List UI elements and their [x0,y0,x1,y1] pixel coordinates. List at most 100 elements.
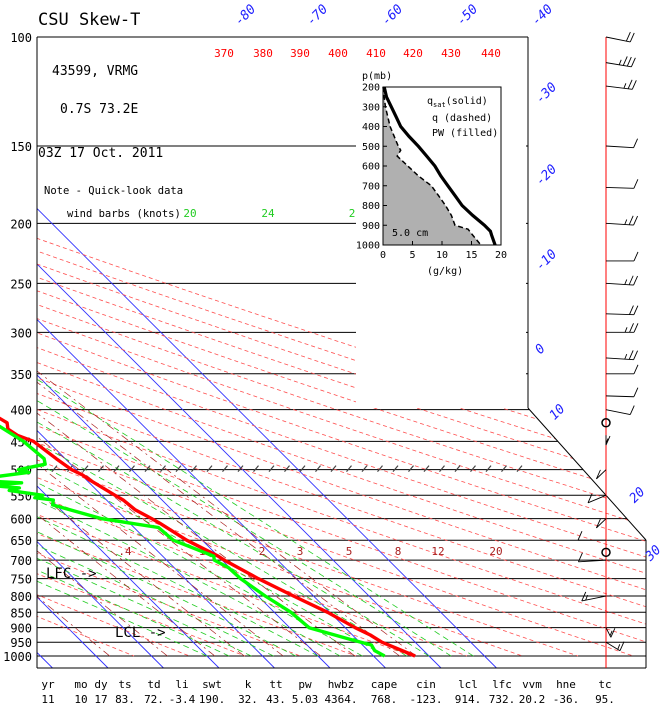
dry-adiabat-450 [37,37,646,657]
wind-barb-column [577,31,639,668]
dry-adiabat-390 [37,37,646,657]
hatch-mark [516,465,523,473]
inset-ytick-label: 900 [362,221,380,232]
isotherm-label: 20 [627,485,649,507]
index-value-td: 72. [144,693,164,706]
isotherm-label: -20 [533,162,560,189]
wind-barb-flag [633,179,639,189]
wind-barb-shaft [605,36,631,43]
index-value-tc: 95. [595,693,615,706]
hatch-mark [222,465,228,473]
index-value-ts: 83. [115,693,135,706]
wind-barb [605,138,638,149]
inset-ytick-label: 800 [362,201,380,212]
wind-barb-flag [633,387,639,397]
index-value-cape: 768. [371,693,398,706]
wind-barb-flag [629,32,635,43]
isotherm-label: -80 [232,2,259,29]
inset-ytick-label: 400 [362,122,380,133]
index-value-swt: 190. [199,693,226,706]
theta-e-label: 380 [253,47,273,60]
index-header-tc: tc [598,678,611,691]
wind-barb-flag [626,56,632,67]
index-value-vvm: 20.2 [519,693,546,706]
hatch-mark [237,465,244,473]
wind-barb-flag [629,405,635,415]
index-header-pw: pw [298,678,312,691]
wind-barb [605,405,635,416]
pressure-label-250: 250 [10,277,32,291]
wind-barb-flag [627,79,633,90]
wind-barb-flag [596,469,601,480]
wind-barb-shaft [605,222,634,226]
wind-barb [605,627,616,638]
isotherm-ext--10 [206,655,220,668]
wind-barb-half-flag [585,594,589,601]
index-header-swt: swt [202,678,222,691]
wind-barb-flag [622,56,628,66]
hatch-mark [315,465,321,473]
isotherm-label: 30 [642,543,665,566]
index-value-k: 32. [238,693,258,706]
mixing-ratio-line-24 [37,223,417,657]
inset-pw-fill [383,87,481,245]
index-header-mo: mo [74,678,87,691]
wind-barb-shaft [578,559,607,563]
mixing-ratio-line-12 [37,223,356,657]
mixing-ratio-line-2 [37,223,216,657]
index-header-li: li [175,678,188,691]
hatch-mark [160,465,166,473]
index-value-yr: 11 [41,693,54,706]
wind-barb-shaft [605,282,634,286]
wind-barb-flag [630,57,636,67]
mixing-ratio-line-1 [37,223,168,657]
pressure-label-950: 950 [10,636,32,650]
calm-wind-circle [601,418,611,428]
index-header-cin: cin [416,678,436,691]
theta-e-label: 440 [481,47,501,60]
wind-barb-flag [633,350,638,360]
note-line-2: wind barbs (knots) [67,208,181,220]
wind-barb-shaft [596,469,607,480]
mixing-ratio-label: 20 [489,545,502,558]
inset-legend-pw: PW (filled) [432,128,498,139]
wind-barb-flag [628,215,634,225]
wind-barb [605,275,638,286]
hatch-mark [346,465,352,473]
isotherm-ext--40 [40,655,53,668]
inset-ylabel: p(mb) [362,71,392,82]
dry-adiabat-400 [37,37,646,657]
wind-barb-flag [629,323,634,333]
index-header-yr: yr [41,678,55,691]
sounding-series [0,416,416,658]
theta-e-tick-labels: 370 380 390 400 410 420 430 440 [214,47,501,60]
index-value-cin: -123. [409,693,442,706]
freezing-level-hatch [51,465,523,473]
pressure-tick-labels: 1001502002503003504004505005506006507007… [3,31,32,664]
dry-adiabat-460 [37,37,646,657]
wind-barb-shaft [605,357,634,361]
isobar-lines [37,36,646,657]
pressure-label-750: 750 [10,573,32,587]
dry-adiabat-430 [37,37,646,657]
hatch-mark [191,465,197,473]
mixing-ratio-line-0.4 [37,223,110,657]
wind-barb-half-flag [609,630,613,636]
wind-barb [605,387,639,398]
pressure-label-600: 600 [10,513,32,527]
inset-qsat-line [382,86,497,246]
index-header-hwbz: hwbz [328,678,355,691]
hatch-mark [330,465,337,473]
index-value-hwbz: 4364. [324,693,357,706]
location-label: 0.7S 73.2E [60,102,138,117]
hatch-mark [392,465,399,473]
wind-barb-half-flag [623,83,627,89]
wind-barb [578,552,607,563]
hatch-mark [268,465,275,473]
chart-title: CSU Skew-T [38,10,140,30]
hatch-mark [253,465,259,473]
temperature-profile [0,416,416,658]
wind-barb-shaft [605,641,621,652]
stability-indices-table: yr mo dy ts td li swt k tt pw hwbz cape cin lcl lfc vvm… [41,678,615,706]
hatch-mark [113,465,120,473]
